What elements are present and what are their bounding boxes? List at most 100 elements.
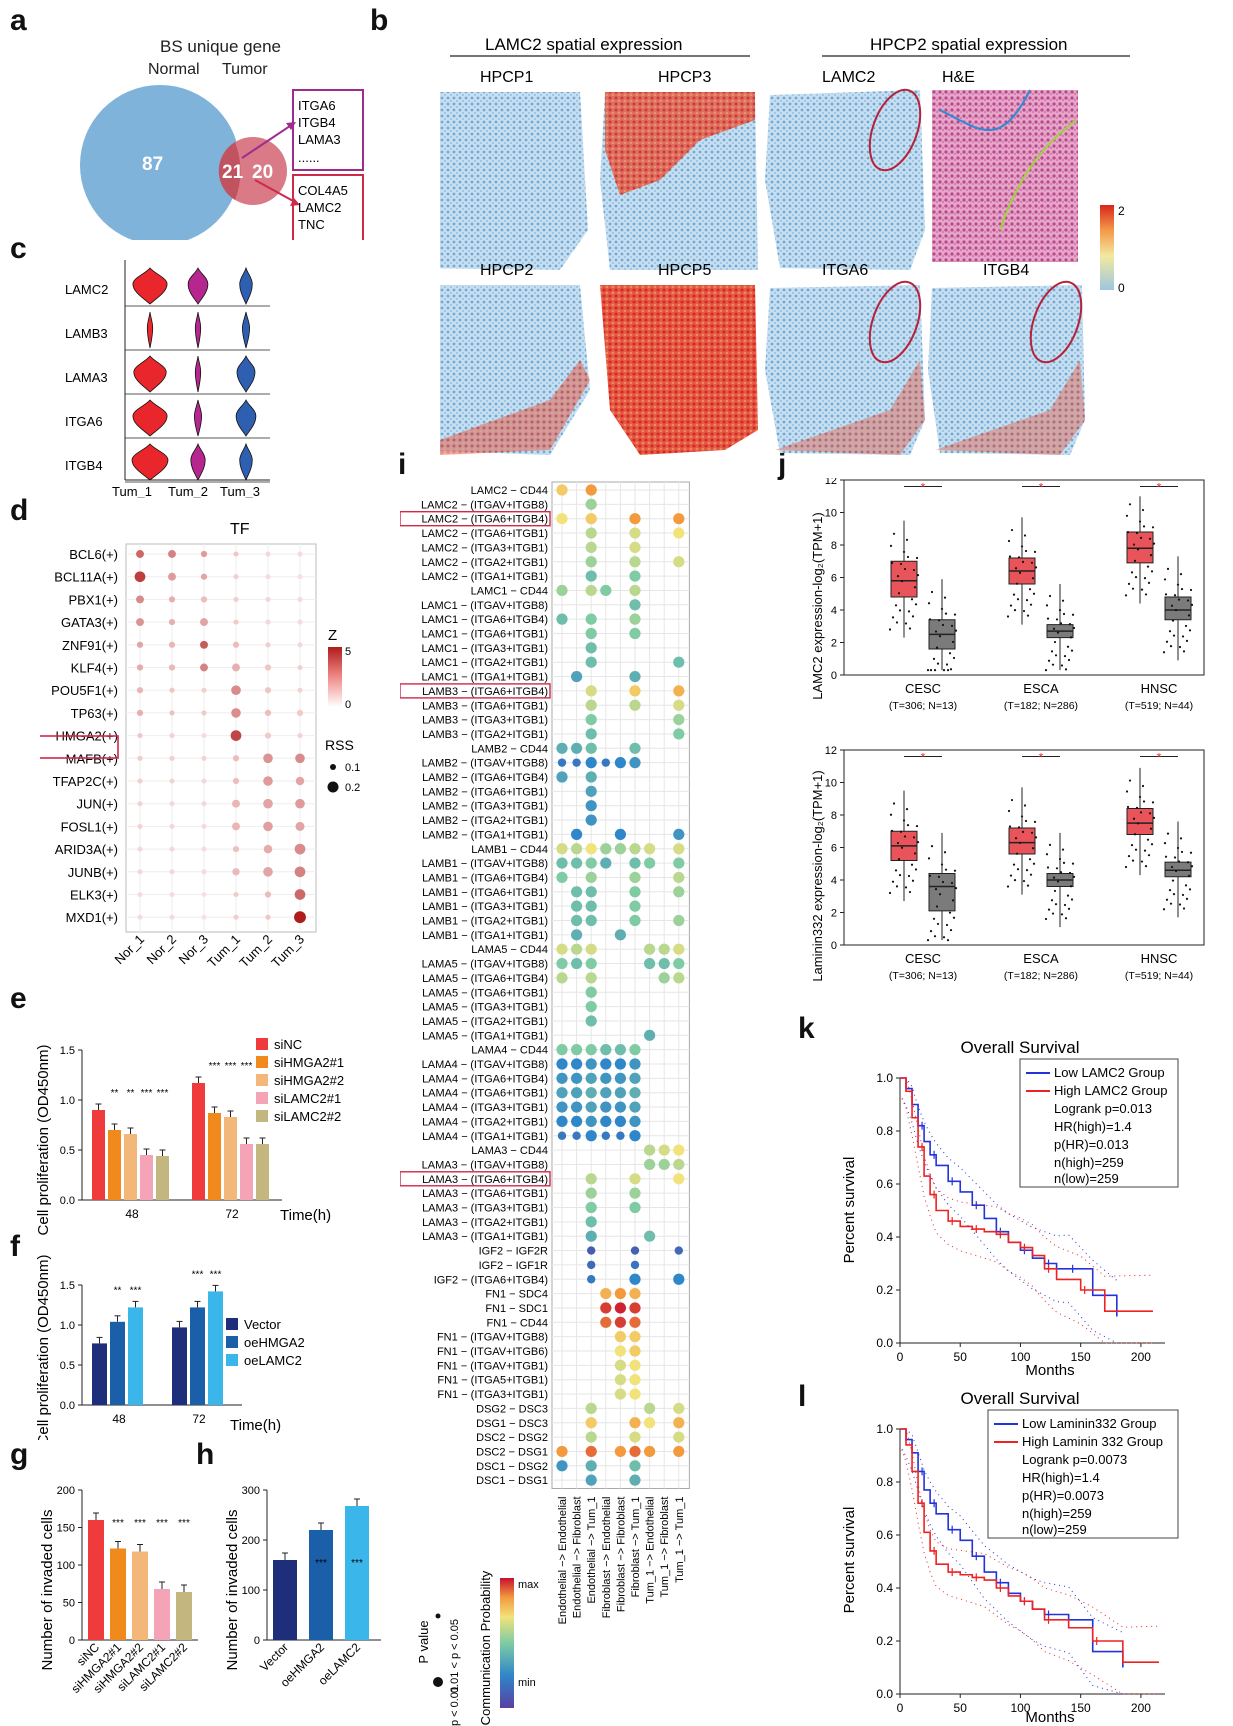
j-normal-point [1174, 609, 1178, 612]
panel-label-f: f [10, 1230, 20, 1263]
chart-j: LAMC2 expression-log₂(TPM+1) Laminin332 … [810, 478, 1205, 982]
j-normal-point [1064, 917, 1068, 920]
tf-dot [232, 755, 240, 762]
i-dot [629, 1115, 641, 1127]
tile-label: HPCP3 [658, 69, 711, 86]
j-tumor-point [1141, 508, 1145, 512]
i-dot [673, 1173, 685, 1185]
j-tumor-point [900, 580, 904, 583]
tf-dot [136, 641, 144, 648]
tf-row-label: FOSL1(+) [61, 819, 118, 834]
i-dot [644, 1230, 656, 1242]
tf-dot [264, 891, 272, 898]
g-bar [132, 1551, 148, 1640]
j-normal-point [1062, 861, 1066, 864]
panel-label-b: b [370, 4, 389, 37]
tf-dot [295, 798, 305, 809]
tf-dot [263, 821, 273, 832]
tf-dot [169, 733, 175, 739]
tf-dot [201, 914, 207, 920]
i-dot [585, 556, 597, 568]
j-tumor-point [1125, 514, 1129, 517]
j-normal-point [1067, 658, 1071, 662]
f-legend-swatch [226, 1318, 238, 1330]
tf-dot [201, 710, 207, 716]
tile-label: HPCP2 [480, 262, 533, 279]
z-legend-max: 5 [345, 646, 351, 658]
tf-dot [169, 823, 175, 829]
i-row-label: LAMB1 − CD44 [471, 844, 548, 856]
tile-label: ITGB4 [983, 262, 1029, 279]
i-row-label: DSC1 − DSG1 [476, 1475, 548, 1487]
e-sig: *** [157, 1088, 169, 1099]
j-normal-point [1070, 649, 1074, 652]
h-sig: *** [315, 1558, 327, 1569]
i-dot [629, 584, 641, 597]
j-tumor-point [1147, 581, 1151, 585]
tf-dot [233, 619, 239, 625]
j-normal-point [941, 623, 945, 627]
i-col-label: Fibroblast −> Fibroblast [615, 1497, 627, 1613]
j-normal-point [954, 886, 958, 890]
i-dot [585, 771, 597, 783]
i-dot [556, 1058, 568, 1070]
i-dot [673, 1445, 685, 1458]
tf-row-label: PBX1(+) [69, 592, 119, 607]
j-normal-point [1054, 903, 1058, 906]
j-normal-point [1186, 599, 1190, 602]
i-dot [673, 857, 685, 869]
i-dot [571, 943, 583, 955]
j-tumor-point [913, 852, 917, 855]
he-outline-blue [939, 89, 1031, 131]
k-title: Overall Survival [960, 1038, 1079, 1057]
tf-dot [263, 867, 273, 877]
j-normal-point [1056, 631, 1060, 634]
tf-dot [232, 822, 240, 831]
i-row-label: FN1 − CD44 [487, 1317, 548, 1329]
violin-shape [194, 311, 202, 349]
tf-dot [137, 755, 143, 761]
violin-shape [132, 399, 168, 437]
i-pvalue-label: P value [416, 1620, 431, 1663]
g-ylabel: Number of invaded cells [39, 1510, 56, 1671]
j-normal-point [937, 875, 941, 878]
j-tumor-point [1152, 816, 1156, 819]
i-dot [673, 1144, 685, 1156]
i-pvalue-p2: 0.01 < p < 0.05 [449, 1619, 461, 1693]
i-row-label: LAMC2 − (ITGA1+ITGB1) [421, 571, 548, 583]
j-normal-point [944, 612, 948, 615]
i-dot [585, 513, 597, 525]
i-row-label: LAMC1 − (ITGAV+ITGB8) [421, 600, 548, 612]
i-dot [600, 1058, 612, 1070]
j-tumor-point [1132, 817, 1136, 820]
tf-dot [200, 663, 208, 672]
h-ytick-label: 300 [242, 1485, 260, 1497]
j-normal-point [949, 668, 953, 671]
j-normal-point [1172, 893, 1176, 896]
i-row-label: LAMC1 − (ITGA6+ITGB1) [421, 629, 548, 641]
j-tumor-point [912, 836, 916, 839]
j-tumor-point [904, 622, 908, 625]
i-row-label: LAMC1 − (ITGA2+ITGB1) [421, 657, 548, 669]
i-dot [571, 1115, 583, 1127]
tf-dot [137, 891, 143, 898]
j-normal-point [946, 939, 950, 942]
i-dot [585, 943, 597, 955]
i-row-label: LAMC1 − CD44 [471, 585, 548, 597]
i-dot [673, 513, 685, 525]
g-bar [88, 1520, 104, 1640]
tf-dot [294, 911, 306, 924]
j-normal-point [1068, 623, 1072, 626]
i-dot [556, 1087, 568, 1099]
violin-shape [133, 355, 167, 393]
g-sig: *** [112, 1518, 124, 1529]
tf-dot [168, 572, 176, 581]
i-dot [571, 1058, 583, 1070]
j-normal-point [1179, 573, 1183, 576]
tf-dot [297, 642, 303, 648]
tile-label: LAMC2 [822, 69, 875, 86]
i-dot [585, 1173, 597, 1185]
e-sig: *** [241, 1061, 253, 1072]
i-dot [587, 1275, 596, 1284]
i-dot [644, 957, 656, 970]
